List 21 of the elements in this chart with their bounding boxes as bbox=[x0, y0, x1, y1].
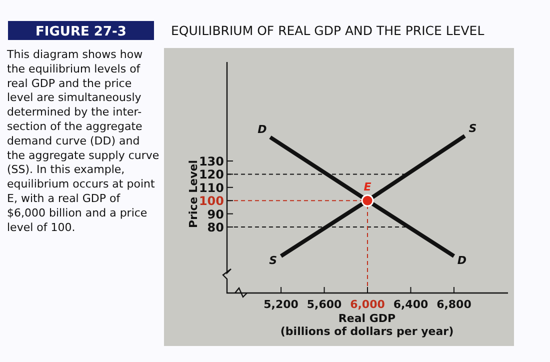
text: S bbox=[269, 254, 278, 268]
series-label: S bbox=[468, 122, 477, 135]
text: This diagram shows how the equilibrium levels of real GDP and the price level are simultaneously determined by the inter- section of the aggregate demand curve (DD) and the aggregate supply curve (SS). In this example, equilibrium occurs at point E, with a real GDP of $6,000 billion and a price level of 100. bbox=[7, 48, 160, 234]
x-tick-label: 6,400 bbox=[393, 298, 428, 311]
series-label: D bbox=[258, 123, 267, 136]
series-label: E bbox=[364, 180, 372, 194]
y-tick-label: 110 bbox=[198, 180, 224, 195]
x-axis-title: Real GDP (billions of dollars per year) bbox=[280, 312, 454, 338]
x-tick-label: 6,800 bbox=[436, 298, 472, 311]
y-tick-label: 90 bbox=[207, 207, 224, 222]
chart-title: EQUILIBRIUM OF REAL GDP AND THE PRICE LEVEL bbox=[171, 23, 484, 38]
y-tick-label: 120 bbox=[198, 168, 224, 182]
caption: FIGURE 27-3 bbox=[36, 24, 126, 40]
x-tick-label: 5,600 bbox=[306, 298, 342, 311]
x-tick-label: 6,000 bbox=[350, 298, 386, 311]
x-tick-label: 5,200 bbox=[264, 298, 299, 311]
text: D bbox=[457, 254, 467, 268]
y-tick-label: 100 bbox=[198, 194, 224, 208]
y-tick-label: 80 bbox=[207, 220, 224, 234]
y-tick-label: 130 bbox=[198, 154, 224, 168]
y-axis-title: Price Level bbox=[187, 160, 200, 228]
